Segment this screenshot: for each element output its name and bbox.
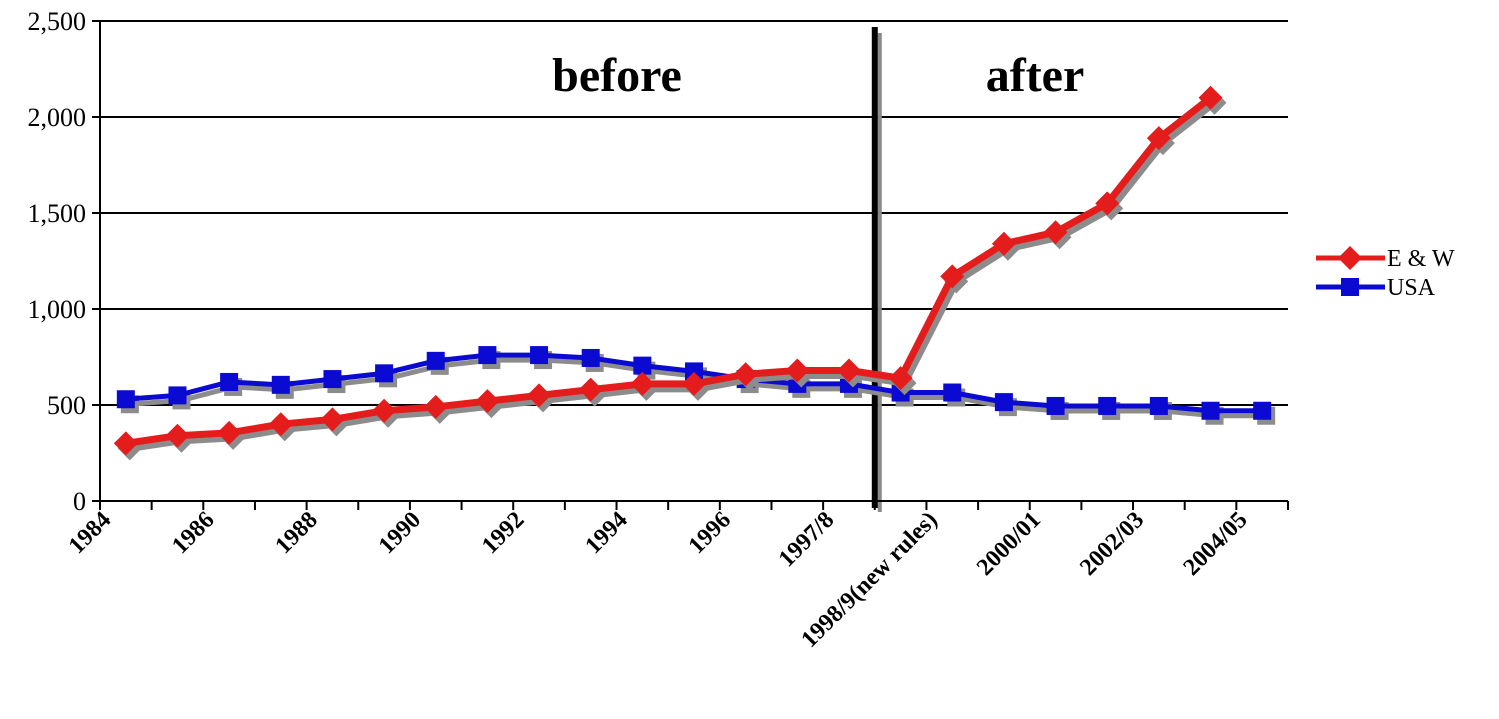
y-tick-label: 2,500 xyxy=(28,7,87,36)
data-point xyxy=(1095,191,1120,216)
legend-item-ew: E & W xyxy=(1316,246,1455,272)
x-tick-label: 1990 xyxy=(374,507,426,559)
annotation-before: before xyxy=(552,49,682,102)
data-point xyxy=(1046,396,1065,415)
data-point xyxy=(733,362,758,387)
data-point xyxy=(685,362,703,381)
legend: E & W USA xyxy=(1316,246,1455,301)
x-tick-label: 2004/05 xyxy=(1179,507,1253,581)
y-tick-label: 1,500 xyxy=(28,199,87,228)
data-point xyxy=(426,351,445,370)
data-point xyxy=(268,412,293,437)
data-point xyxy=(1198,85,1223,110)
legend-label-ew: E & W xyxy=(1387,246,1455,272)
data-point xyxy=(991,231,1016,256)
x-tick-label: 1994 xyxy=(580,507,632,559)
legend-marker-ew xyxy=(1338,246,1362,270)
x-tick-label: 2000/01 xyxy=(972,507,1046,581)
y-tick-label: 1,000 xyxy=(28,295,87,324)
series-line xyxy=(125,95,1213,447)
data-point xyxy=(1043,220,1068,245)
data-point xyxy=(527,383,552,408)
data-point xyxy=(478,346,497,365)
series-shadow xyxy=(129,100,1217,452)
legend-label-usa: USA xyxy=(1387,275,1436,301)
data-point xyxy=(530,346,549,365)
legend-marker-usa xyxy=(1341,278,1359,296)
x-tick-label: 1997/8 xyxy=(774,507,840,573)
data-point xyxy=(217,420,242,445)
data-point xyxy=(888,366,913,391)
x-tick-label: 1986 xyxy=(167,507,219,559)
data-point xyxy=(836,358,861,383)
data-point xyxy=(1253,401,1272,420)
data-point xyxy=(630,371,655,396)
x-tick-label: 1996 xyxy=(684,507,736,559)
x-tick-label: 1988 xyxy=(271,507,323,559)
series-layer xyxy=(113,85,1276,461)
y-tick-label: 500 xyxy=(47,391,86,420)
data-point xyxy=(220,372,239,391)
data-point xyxy=(423,394,448,419)
series-usa xyxy=(116,346,1276,425)
data-point xyxy=(320,407,345,432)
data-point xyxy=(994,393,1013,412)
data-point xyxy=(372,398,397,423)
y-tick-label: 0 xyxy=(73,487,86,516)
y-axis: 0 500 1,000 1,500 2,000 2,500 xyxy=(28,7,101,516)
data-point xyxy=(785,358,810,383)
data-point xyxy=(943,383,962,402)
data-point xyxy=(475,389,500,414)
data-point xyxy=(168,386,187,405)
data-point xyxy=(375,364,394,383)
data-point xyxy=(323,370,342,389)
x-tick-label: 1992 xyxy=(477,507,529,559)
x-axis: 1984 1986 1988 1990 1992 1994 1996 1997/81998/9… xyxy=(64,500,1289,653)
data-point xyxy=(578,377,603,402)
data-point xyxy=(1146,126,1171,151)
data-point xyxy=(165,423,190,448)
data-point xyxy=(682,371,706,396)
data-point xyxy=(116,390,135,409)
annotation-after: after xyxy=(986,49,1085,102)
gridlines xyxy=(100,20,1288,512)
data-point xyxy=(1149,396,1168,415)
y-tick-label: 2,000 xyxy=(28,103,87,132)
data-point xyxy=(1098,396,1117,415)
data-point xyxy=(113,431,138,456)
data-point xyxy=(940,264,965,289)
data-point xyxy=(581,348,600,367)
data-point xyxy=(1201,401,1220,420)
x-tick-label: 1984 xyxy=(64,507,116,559)
series-ew xyxy=(113,85,1227,461)
data-point xyxy=(271,375,290,394)
x-tick-label: 2002/03 xyxy=(1075,507,1149,581)
legend-item-usa: USA xyxy=(1316,275,1436,301)
data-point xyxy=(633,356,652,375)
